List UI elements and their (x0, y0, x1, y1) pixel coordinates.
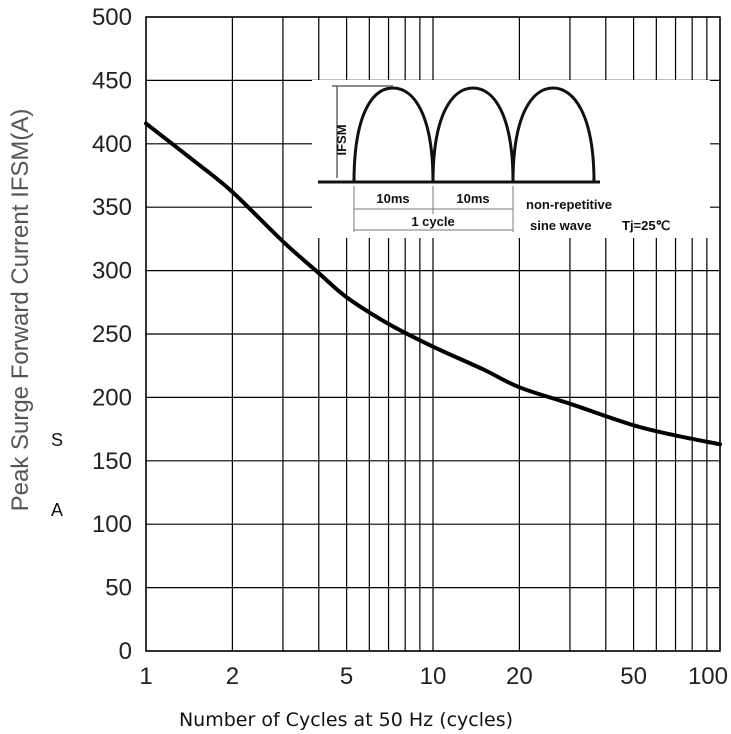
x-tick-label: 10 (420, 663, 447, 690)
x-tick-label: 1 (139, 663, 152, 690)
stray-label-a: A (51, 500, 63, 520)
inset-cycle-label: 1 cycle (411, 214, 454, 229)
y-tick-label: 400 (92, 131, 132, 158)
inset-sine-wave (352, 86, 596, 183)
inset-10ms-label-2: 10ms (456, 191, 489, 206)
x-tick-label: 2 (226, 663, 239, 690)
x-tick-label: 100 (688, 663, 728, 690)
inset-condition: Tj=25℃ (622, 218, 670, 233)
y-tick-label: 50 (105, 575, 132, 602)
series-line (144, 121, 722, 447)
plot-frame (145, 16, 721, 652)
x-axis-title: Number of Cycles at 50 Hz (cycles) (179, 709, 513, 731)
y-tick-label: 450 (92, 67, 132, 94)
y-axis-title: Peak Surge Forward Current IFSM(A) (7, 109, 34, 512)
stray-label-s: S (51, 430, 63, 450)
x-tick-label: 50 (620, 663, 647, 690)
y-tick-label: 0 (119, 638, 132, 665)
inset-10ms-label-1: 10ms (376, 191, 409, 206)
y-tick-label: 250 (92, 321, 132, 348)
y-tick-label: 150 (92, 448, 132, 475)
y-tick-label: 300 (92, 258, 132, 285)
waveform-inset: IFSM 10ms 10ms 1 cycle non-repetitive si… (312, 80, 710, 238)
inset-ifsm-label: IFSM (334, 124, 349, 155)
inset-note-line1: non-repetitive (526, 197, 612, 212)
y-tick-label: 200 (92, 384, 132, 411)
x-tick-labels: 1 2 5 10 20 50 100 (139, 663, 728, 690)
y-tick-label: 100 (92, 511, 132, 538)
y-tick-label: 350 (92, 194, 132, 221)
x-tick-label: 5 (340, 663, 353, 690)
y-tick-label: 500 (92, 4, 132, 31)
y-tick-labels: 0 50 100 150 200 250 300 350 400 450 500 (92, 4, 132, 665)
inset-note-line2: sine wave (530, 218, 591, 233)
x-tick-label: 20 (506, 663, 533, 690)
